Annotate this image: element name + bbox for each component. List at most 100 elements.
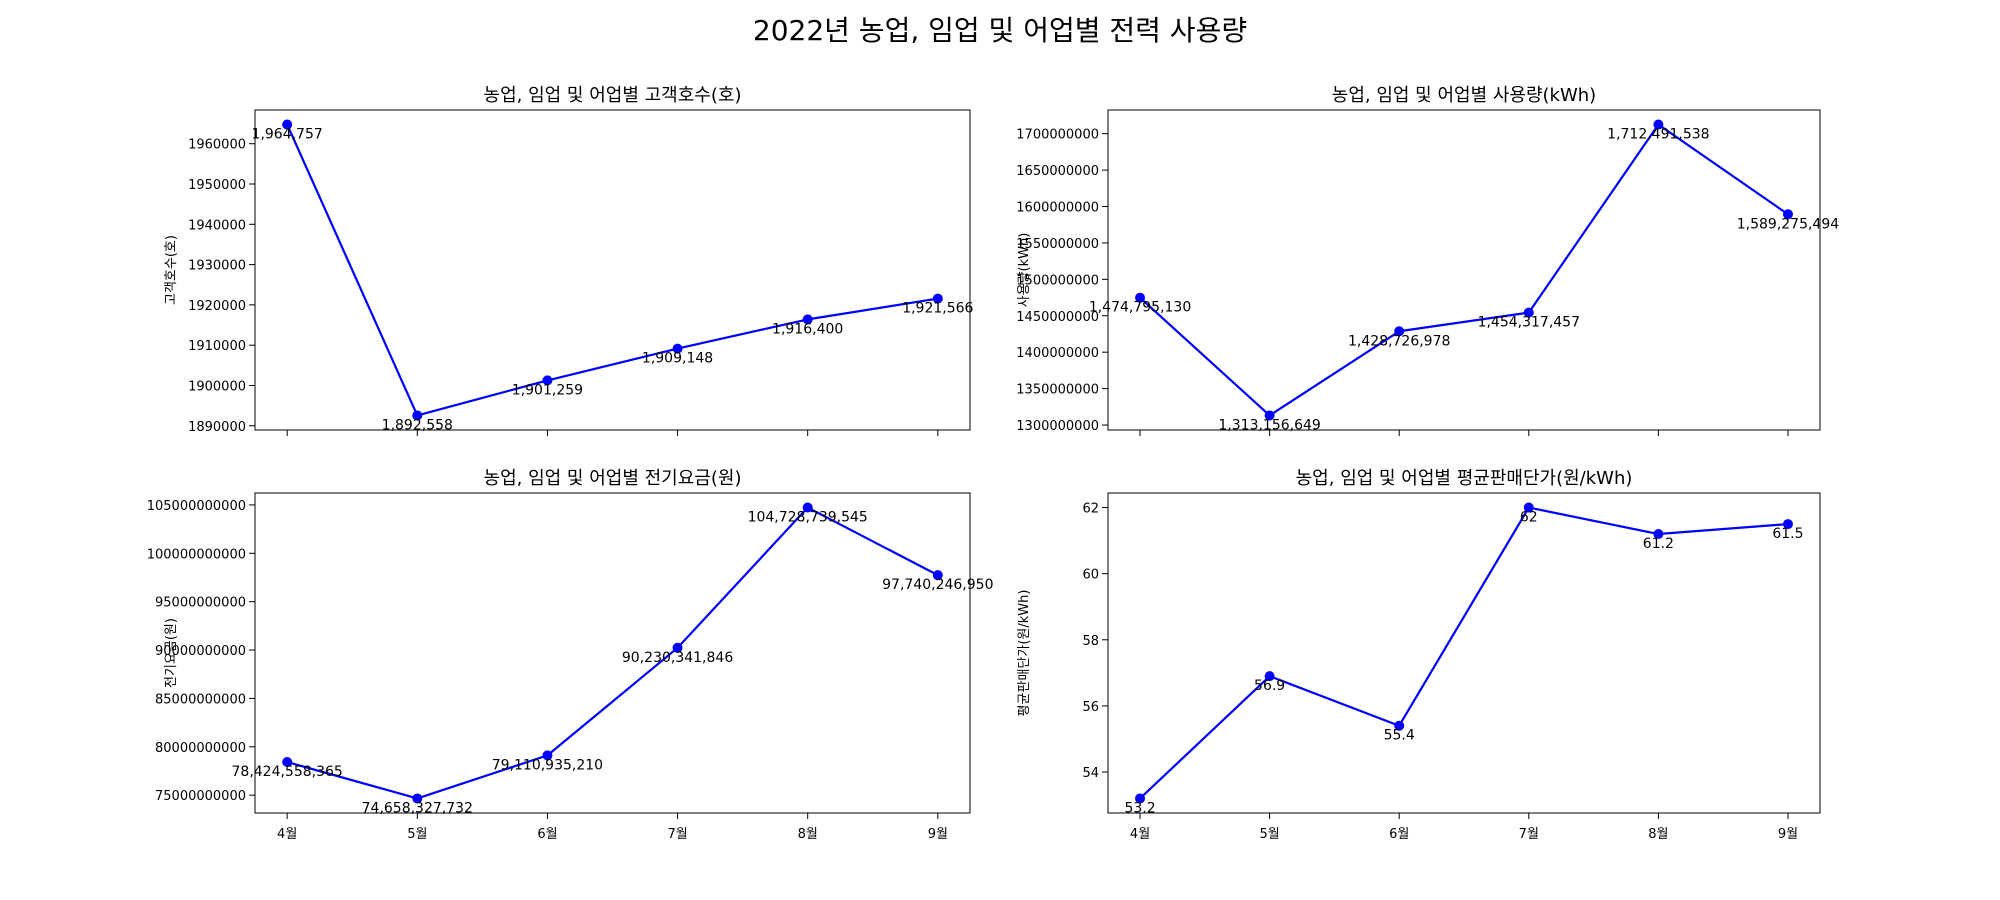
y-tick-label: 1500000000 xyxy=(1016,273,1099,288)
data-point xyxy=(542,375,553,386)
data-point xyxy=(1135,292,1146,303)
data-label: 1,921,566 xyxy=(902,301,973,317)
x-tick-label: 9월 xyxy=(1778,827,1798,842)
data-point xyxy=(1523,502,1534,513)
data-label: 97,740,246,950 xyxy=(882,577,993,593)
chart-title: 농업, 임업 및 어업별 전기요금(원) xyxy=(484,468,742,489)
data-point xyxy=(932,293,943,304)
y-tick-label: 105000000000 xyxy=(147,499,246,514)
y-tick-label: 1920000 xyxy=(188,299,246,314)
y-tick-label: 100000000000 xyxy=(147,547,246,562)
x-tick-label: 8월 xyxy=(1648,827,1668,842)
y-axis-label: 사용량(kWh) xyxy=(1017,233,1032,308)
y-tick-label: 1930000 xyxy=(188,259,246,274)
data-label: 74,658,327,732 xyxy=(362,800,473,816)
y-tick-label: 95000000000 xyxy=(155,596,246,611)
data-point xyxy=(932,570,943,581)
data-label: 78,424,558,365 xyxy=(232,764,343,780)
y-tick-label: 1900000 xyxy=(188,379,246,394)
data-label: 1,712,491,538 xyxy=(1607,127,1709,143)
data-label: 1,892,558 xyxy=(382,417,453,433)
figure-title: 2022년 농업, 임업 및 어업별 전력 사용량 xyxy=(753,14,1247,47)
data-point xyxy=(1135,793,1146,804)
data-label: 53.2 xyxy=(1124,800,1155,816)
y-tick-label: 1450000000 xyxy=(1016,310,1099,325)
chart-panels: 농업, 임업 및 어업별 고객호수(호) 고객호수(호) 1890000 190000… xyxy=(147,85,1840,842)
y-tick-label: 1940000 xyxy=(188,218,246,233)
series-line xyxy=(286,506,939,800)
series-line xyxy=(286,124,938,417)
data-point xyxy=(1394,720,1405,731)
series-line xyxy=(1139,506,1789,800)
chart-axes-frame xyxy=(254,492,971,814)
y-tick-label: 1910000 xyxy=(188,339,246,354)
y-tick-label: 60 xyxy=(1082,568,1099,583)
x-tick-label: 6월 xyxy=(537,827,557,842)
data-point xyxy=(282,757,293,768)
data-point xyxy=(542,750,553,761)
y-axis-label: 전기요금(원) xyxy=(164,618,179,688)
y-tick-label: 80000000000 xyxy=(155,741,246,756)
series-line xyxy=(1139,123,1789,417)
x-tick-label: 5월 xyxy=(407,827,427,842)
y-tick-label: 1400000000 xyxy=(1016,346,1099,361)
y-tick-label: 75000000000 xyxy=(155,789,246,804)
x-tick-label: 9월 xyxy=(928,827,948,842)
y-tick-label: 1350000000 xyxy=(1016,383,1099,398)
chart-axes-frame xyxy=(254,109,971,431)
x-tick-label: 4월 xyxy=(277,827,297,842)
data-point xyxy=(802,314,813,325)
data-label: 1,901,259 xyxy=(512,382,583,398)
data-label: 104,728,739,545 xyxy=(748,510,868,526)
y-tick-label: 56 xyxy=(1082,700,1099,715)
data-point xyxy=(1264,410,1275,421)
data-label: 1,964,757 xyxy=(252,127,323,143)
data-label: 1,909,148 xyxy=(642,351,713,367)
data-point xyxy=(1782,519,1793,530)
data-point xyxy=(672,642,683,653)
chart-axes-frame xyxy=(1107,492,1821,814)
data-label: 1,454,317,457 xyxy=(1478,315,1580,331)
data-label: 61.2 xyxy=(1643,536,1674,552)
data-label: 61.5 xyxy=(1772,526,1803,542)
data-point xyxy=(1653,119,1664,130)
x-tick-label: 7월 xyxy=(1519,827,1539,842)
chart-panel-1: 농업, 임업 및 어업별 고객호수(호) 고객호수(호) 1890000 190000… xyxy=(164,85,974,436)
chart-panel-2: 농업, 임업 및 어업별 사용량(kWh) 사용량(kWh) 1300000000 1… xyxy=(1016,85,1839,436)
data-label: 1,474,795,130 xyxy=(1089,300,1191,316)
data-label: 1,428,726,978 xyxy=(1348,333,1450,349)
y-tick-label: 58 xyxy=(1082,634,1099,649)
data-point xyxy=(1782,209,1793,220)
y-tick-label: 1650000000 xyxy=(1016,164,1099,179)
data-point xyxy=(1394,326,1405,337)
x-tick-label: 6월 xyxy=(1389,827,1409,842)
y-axis-label: 평균판매단가(원/kWh) xyxy=(1017,590,1032,717)
y-tick-label: 54 xyxy=(1082,766,1099,781)
data-point xyxy=(1653,528,1664,539)
data-point xyxy=(672,343,683,354)
x-tick-label: 7월 xyxy=(667,827,687,842)
y-tick-label: 1600000000 xyxy=(1016,200,1099,215)
data-label: 62 xyxy=(1520,510,1538,526)
y-tick-label: 1960000 xyxy=(188,138,246,153)
y-tick-label: 85000000000 xyxy=(155,692,246,707)
data-point xyxy=(282,119,293,130)
y-tick-label: 1950000 xyxy=(188,178,246,193)
data-label: 1,313,156,649 xyxy=(1218,417,1320,433)
data-label: 55.4 xyxy=(1384,728,1415,744)
y-tick-label: 1300000000 xyxy=(1016,419,1099,434)
y-tick-label: 1700000000 xyxy=(1016,128,1099,143)
y-tick-label: 1890000 xyxy=(188,420,246,435)
data-point xyxy=(802,502,813,513)
y-tick-label: 90000000000 xyxy=(155,644,246,659)
data-point xyxy=(412,410,423,421)
y-tick-label: 1550000000 xyxy=(1016,237,1099,252)
data-point xyxy=(412,793,423,804)
data-label: 1,916,400 xyxy=(772,321,843,337)
chart-panel-3: 농업, 임업 및 어업별 전기요금(원) 전기요금(원) 75000000000 80… xyxy=(147,468,994,842)
data-label: 56.9 xyxy=(1254,678,1285,694)
data-label: 1,589,275,494 xyxy=(1737,216,1840,232)
x-tick-label: 4월 xyxy=(1130,827,1150,842)
chart-title: 농업, 임업 및 어업별 평균판매단가(원/kWh) xyxy=(1296,468,1633,489)
